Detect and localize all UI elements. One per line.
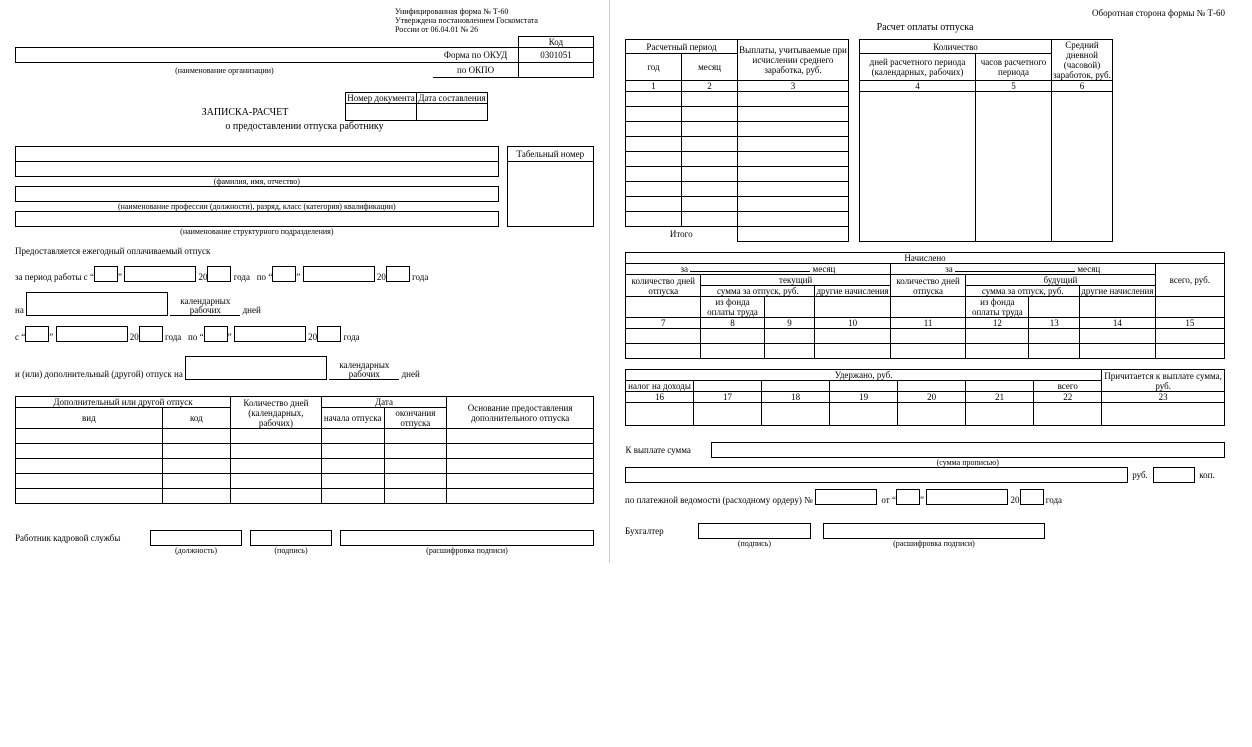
withheld-table: Удержано, руб. Причитается к выплате сум… [625,369,1225,426]
accrued-table: Начислено за месяц за месяц всего, руб. … [625,252,1225,359]
form-header: Унифицированная форма № Т-60 Утверждена … [395,8,594,34]
pay-doc-line: по платежной ведомости (расходному ордер… [625,489,1225,505]
hr-signature: Работник кадровой службы (должность) (по… [15,530,594,555]
vacation-granted-text: Предоставляется ежегодный оплачиваемый о… [15,246,594,256]
calc-period-table: Расчетный период Выплаты, учитываемые пр… [625,39,1113,242]
doc-subtitle: о предоставлении отпуска работнику [15,121,594,132]
from-to-line: с “” 20 года по “” 20 года [15,326,594,342]
additional-line: и (или) дополнительный (другой) отпуск н… [15,356,594,380]
additional-vacation-table: Дополнительный или другой отпуск Количес… [15,396,594,504]
code-block: Код Форма по ОКУД 0301051 (наименование … [15,36,594,78]
payment-block: К выплате сумма (сумма прописью) руб. ко… [625,442,1225,483]
back-header: Оборотная сторона формы № Т-60 [625,8,1225,18]
period-line: за период работы с “” 20 года по “” 20 г… [15,266,594,282]
doc-num-date: Номер документа Дата составления ЗАПИСКА… [145,92,488,121]
days-line: на календарныхрабочих дней [15,292,594,316]
employee-block: Табельный номер (фамилия, имя, отчество)… [15,146,594,236]
page-front: Унифицированная форма № Т-60 Утверждена … [0,0,610,563]
accountant-signature: Бухгалтер (подпись) (расшифровка подписи… [625,523,1045,548]
page-back: Оборотная сторона формы № Т-60 Расчет оп… [610,0,1240,563]
calc-title: Расчет оплаты отпуска [625,22,1225,33]
